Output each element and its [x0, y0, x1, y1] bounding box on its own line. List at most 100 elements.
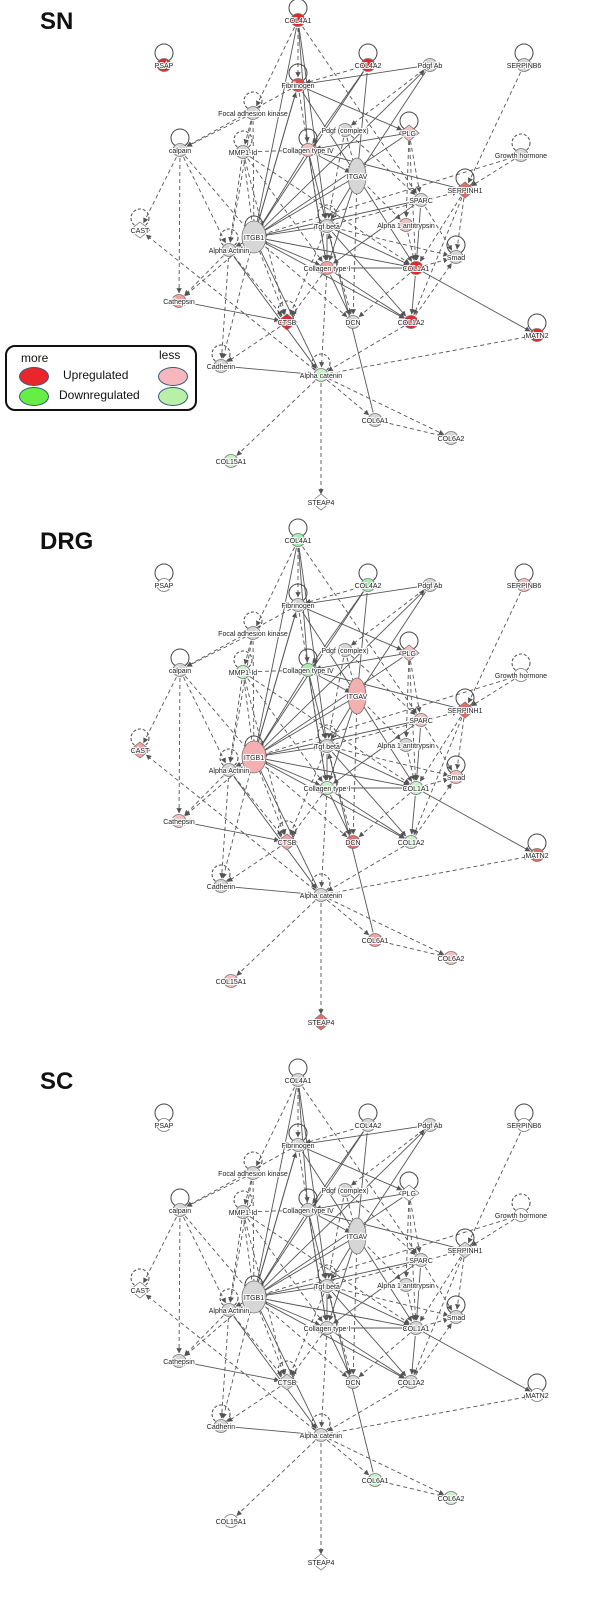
node-alpha-actinin: Alpha Actinin [208, 1288, 250, 1317]
node-pdgf-ab: Pdgf Ab [417, 1118, 443, 1132]
edge-sparc-col1a1 [414, 1267, 421, 1321]
node-matn2: MATN2 [524, 1373, 550, 1402]
edge-growth-hormone-serpinh1 [471, 158, 515, 187]
node-label: COL1A1 [403, 786, 430, 793]
node-shape [448, 1310, 464, 1324]
node-collagen-type-i: Collagen type I [303, 781, 351, 795]
node-col6a1: COL6A1 [361, 1473, 390, 1487]
edge-itgav-tgf-beta [330, 1242, 354, 1280]
edge-col1a1-dcn [358, 792, 411, 838]
edge-sparc-col1a1 [414, 207, 421, 261]
self-loop [243, 611, 263, 631]
node-sparc: SPARC [408, 193, 434, 207]
node-label: SERPINH1 [447, 188, 482, 195]
edge-col4a2-fibrinogen [305, 586, 361, 605]
node-smad: Smad [446, 235, 466, 264]
edge-collagen-type-iv-itgb1 [257, 1216, 305, 1291]
edge-collagen-type-i-col1a2 [333, 1331, 405, 1379]
node-label: CAST [131, 1288, 150, 1295]
node-shape [235, 1205, 251, 1219]
edge-plg-alpha-1-antitrypsin [403, 140, 410, 218]
self-loop [311, 353, 331, 373]
edge-alpha-1-antitrypsin-col1a1 [407, 1292, 416, 1321]
panel-title: SN [40, 8, 74, 35]
edge-collagen-type-iv-collagen-type-i [308, 157, 328, 261]
edge-pdgf-ab-pdgf-complex [350, 1129, 424, 1186]
edge-fibrinogen-calpain [186, 88, 292, 147]
edge-itgb1-ctsb [256, 244, 285, 316]
node-serpinh1: SERPINH1 [446, 1228, 484, 1259]
node-label: COL4A2 [355, 63, 382, 70]
edge-tgf-beta-col1a2 [331, 1291, 407, 1377]
edge-itgb1-ctsb [256, 1304, 285, 1376]
node-shape [337, 1183, 353, 1197]
node-sparc: SPARC [408, 1253, 434, 1267]
edge-alpha-actinin-cadherin [219, 777, 229, 879]
edge-col1a1-smad [423, 777, 449, 787]
node-shape [448, 250, 464, 264]
edge-alpha-catenin-col6a1 [326, 899, 370, 936]
node-serpinb6: SERPINB6 [506, 43, 542, 72]
edge-collagen-type-i-ctsb [291, 274, 323, 317]
node-label: Alpha Actinin [209, 248, 250, 255]
node-label: COL4A1 [285, 18, 312, 25]
node-shape [223, 454, 239, 468]
edge-serpinh1-smad [455, 1257, 465, 1310]
node-label: Focal adhesion kinase [218, 1171, 288, 1178]
edge-alpha-catenin-col15a1 [236, 380, 316, 456]
node-label: SERPINB6 [507, 63, 542, 70]
self-loop [277, 1360, 297, 1380]
edge-col6a1-col6a2 [382, 1481, 444, 1498]
node-psap: PSAP [154, 1103, 175, 1132]
node-label: Alpha catenin [300, 373, 343, 380]
node-label: CTSB [278, 840, 297, 847]
node-shape [241, 220, 267, 254]
legend-up-less-swatch [158, 367, 188, 386]
edge-tgf-beta-smad [334, 1287, 449, 1317]
edge-plg-collagen-type-iv [315, 1193, 402, 1211]
node-label: PLG [402, 131, 416, 138]
edge-collagen-type-i-alpha-catenin [319, 275, 328, 368]
node-col4a2: COL4A2 [354, 43, 383, 72]
node-shape [290, 1073, 306, 1087]
edge-sparc-collagen-type-i [333, 204, 415, 264]
edge-growth-hormone-serpinh1 [471, 678, 515, 707]
edge-fibrinogen-itgav [301, 1151, 354, 1230]
node-ctsb: CTSB [276, 1360, 298, 1391]
node-tgf-beta: Tgf beta [313, 204, 341, 233]
node-shape [221, 1303, 237, 1317]
node-shape [313, 888, 329, 902]
edge-serpinb6-serpinh1 [468, 592, 521, 704]
edge-serpinh1-col1a2 [413, 1257, 463, 1376]
edge-serpinh1-collagen-type-iv [315, 1210, 458, 1249]
edge-col4a2-collagen-type-iv [312, 1131, 364, 1204]
node-smad: Smad [446, 1295, 466, 1324]
edge-tgf-beta-ctsb [289, 753, 325, 836]
node-shape [276, 833, 298, 851]
node-psap: PSAP [154, 563, 175, 592]
edge-pdgf-ab-fibrinogen [305, 65, 423, 86]
edge-itgav-tgf-beta [330, 702, 354, 740]
node-cathepsin: Cathepsin [162, 1354, 196, 1368]
edge-col4a1-tgf-beta [298, 27, 328, 219]
node-shape [290, 598, 306, 612]
edge-tgf-beta-serpinh1 [334, 1250, 458, 1285]
edge-col1a2-alpha-catenin [327, 1385, 405, 1432]
node-shape [213, 879, 229, 893]
legend: more less Upregulated Downregulated [5, 345, 197, 411]
edge-growth-hormone-itgb1 [261, 1216, 514, 1296]
edge-cathepsin-ctsb [186, 302, 280, 323]
edge-pdgf-complex-itgav [346, 657, 357, 689]
node-label: STEAP4 [308, 1560, 335, 1567]
edge-alpha-actinin-ctsb [233, 775, 283, 837]
node-steap4: STEAP4 [307, 493, 336, 511]
edge-itgav-alpha-1-antitrypsin [362, 701, 401, 740]
edge-itgb1-collagen-type-i [261, 759, 321, 786]
node-label: Pdgf Ab [418, 1123, 443, 1130]
edge-alpha-catenin-col6a2 [328, 378, 445, 435]
edge-calpain-alpha-actinin [183, 676, 226, 764]
node-label: COL6A2 [438, 956, 465, 963]
self-loop [211, 864, 231, 884]
edge-alpha-catenin-col6a2 [328, 1438, 445, 1495]
node-shape [454, 701, 476, 719]
